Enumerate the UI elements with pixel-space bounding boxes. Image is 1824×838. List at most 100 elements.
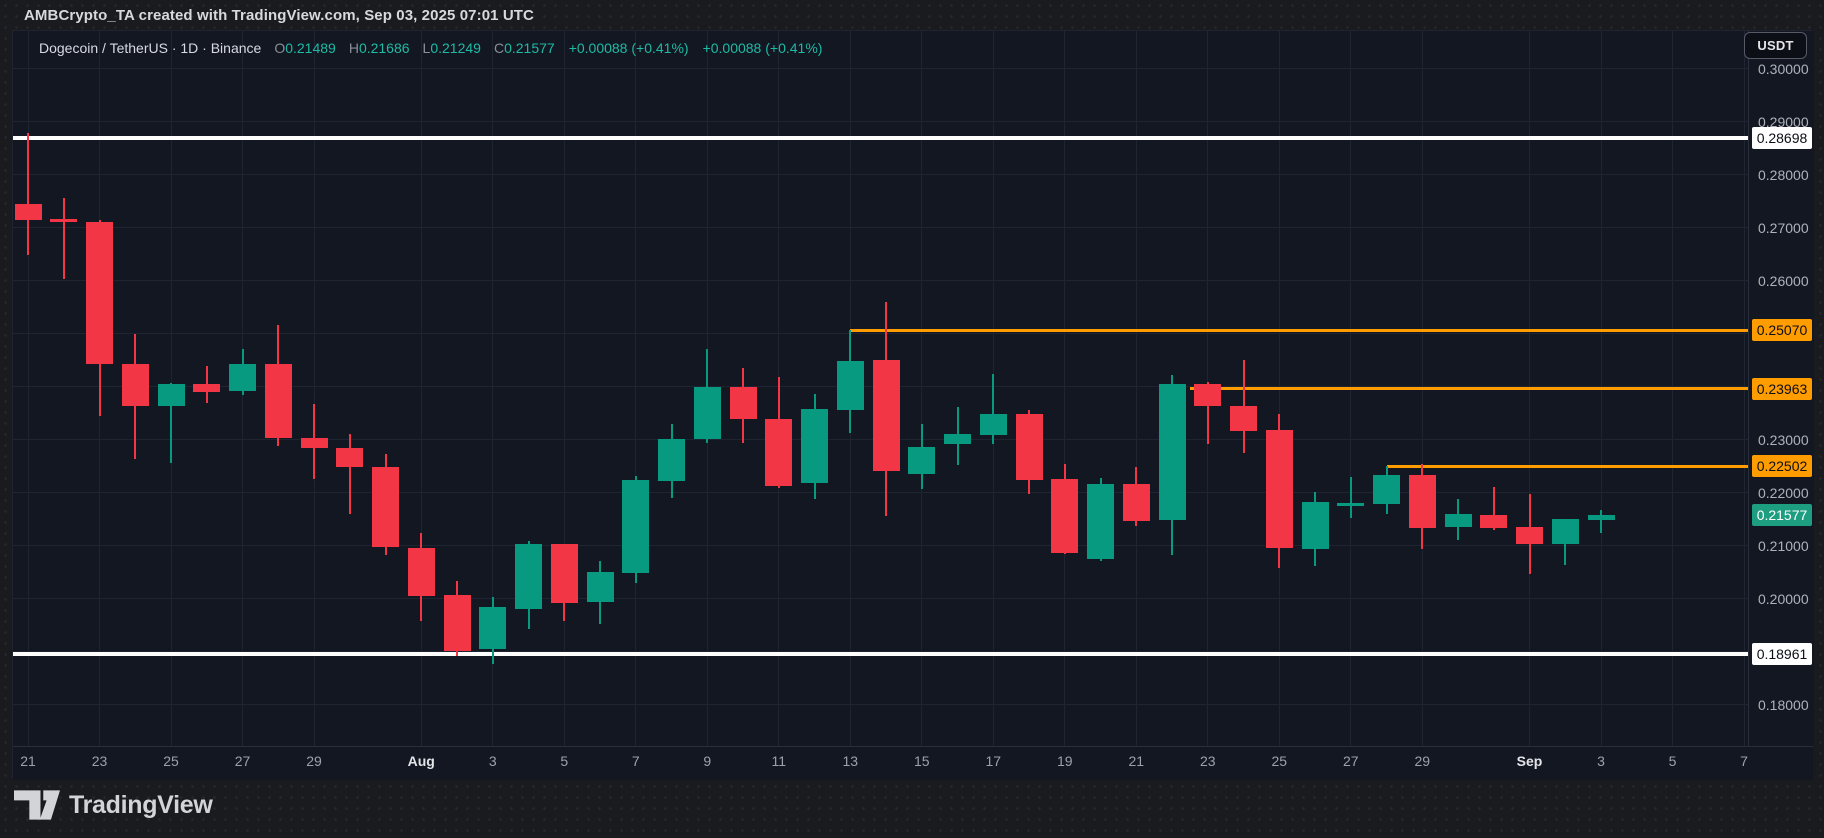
candle-body-up [1373,474,1400,505]
candle-body-up [586,571,614,603]
ohlc-open: O0.21489 [274,40,336,56]
time-axis[interactable]: 21 23 25 27 29 Aug 3 5 7 9 11 13 15 17 19 21 23 25 27 29 Sep… [13,746,1813,780]
time-tick-label: 23 [1199,753,1216,769]
vertical-gridline [421,31,422,746]
candle-body-down [765,418,793,487]
symbol-title[interactable]: Dogecoin / TetherUS · 1D · Binance [39,40,262,56]
resistance-ray-line [1189,387,1748,391]
price-tick-label: 0.29000 [1758,113,1809,130]
ohlc-low: L0.21249 [423,40,481,56]
price-tick-label: 0.21000 [1758,537,1809,554]
horizontal-support-line [13,652,1748,657]
price-tick-label: 0.27000 [1758,219,1809,236]
time-month-label: Sep [1516,753,1543,769]
resistance-ray-line [1386,464,1748,468]
candle-body-up [157,383,185,407]
top-bar: AMBCrypto_TA created with TradingView.co… [0,0,1824,30]
tradingview-logo[interactable]: TradingView [14,788,213,822]
horizontal-gridline [13,545,1748,546]
vertical-gridline [492,31,493,746]
candle-wick-down [27,132,29,256]
candle-body-down [550,543,578,603]
candle-body-down [872,359,900,471]
candle-body-up [1087,483,1114,559]
time-tick-label: 25 [1271,753,1288,769]
candle-wick-up [992,373,995,444]
price-level-badge: 0.23963 [1752,377,1812,400]
candle-body-down [336,447,364,468]
time-month-label: Aug [407,753,435,769]
change-absolute-percent: +0.00088 (+0.41%) [568,40,689,56]
price-level-badge: 0.28698 [1752,127,1812,149]
ohlc-close: C0.21577 [494,40,555,56]
candle-body-up [1551,518,1579,544]
time-tick-label: 27 [1342,753,1359,769]
price-tick-label: 0.30000 [1758,60,1809,77]
candle-body-down [407,548,435,596]
time-tick-label: 29 [1414,753,1431,769]
chart-panel: Dogecoin / TetherUS · 1D · Binance O0.21… [12,30,1814,780]
time-tick-label: 19 [1056,753,1073,769]
price-tick-label: 0.28000 [1758,166,1809,183]
candle-body-up [801,408,828,483]
ohlc-open-label: O [274,40,286,56]
candle-body-down [1122,483,1150,522]
candle-body-down [264,364,292,438]
horizontal-gridline [13,651,1748,652]
candle-wick-down [348,434,351,515]
candle-body-down [443,594,471,651]
vertical-gridline [921,31,922,746]
ohlc-high-label: H [348,40,359,56]
time-tick-label: 27 [234,753,251,769]
ohlc-close-value: 0.21577 [504,40,555,56]
price-level-badge: 0.18961 [1752,643,1812,666]
candle-wick-up [1349,477,1352,518]
horizontal-gridline [13,280,1748,281]
candle-body-up [979,414,1007,436]
time-tick-label: 3 [1597,753,1605,769]
candle-body-up [1337,503,1365,506]
candle-body-down [300,437,328,448]
horizontal-gridline [13,704,1748,705]
horizontal-gridline [13,174,1748,175]
price-tick-label: 0.23000 [1758,431,1809,448]
time-tick-label: 21 [1128,753,1145,769]
time-tick-label: 11 [771,753,787,769]
ohlc-open-value: 0.21489 [285,40,336,56]
candle-wick-down [1492,487,1495,531]
price-tick-label: 0.18000 [1758,696,1809,713]
chart-plot[interactable] [13,31,1748,746]
change-absolute-percent-secondary: +0.00088 (+0.41%) [702,40,823,56]
candle-body-up [229,364,256,392]
candle-body-down [1015,414,1043,480]
time-tick-label: 17 [985,753,1002,769]
horizontal-gridline [13,598,1748,599]
time-tick-label: 7 [631,753,640,769]
candle-body-up [944,434,971,444]
resistance-ray-line [850,328,1748,332]
candle-wick-down [62,197,65,279]
candle-body-up [1444,514,1472,527]
horizontal-gridline [13,492,1748,493]
candle-body-up [658,438,685,481]
candle-wick-down [1206,381,1209,444]
candle-body-down [1194,383,1222,407]
currency-unit-button[interactable]: USDT [1744,32,1807,59]
candle-body-down [1408,474,1436,528]
time-tick-label: 5 [1668,753,1677,769]
time-tick-label: 13 [842,753,859,769]
horizontal-gridline [13,227,1748,228]
price-tick-label: 0.20000 [1758,590,1809,607]
price-axis[interactable]: 0.30000 0.29000 0.28000 0.27000 0.26000 0.230… [1748,31,1814,746]
candle-body-up [908,446,936,474]
time-tick-label: 3 [488,753,497,769]
candle-body-down [1265,429,1293,549]
vertical-gridline [28,31,29,746]
candle-body-down [193,383,221,392]
candle-body-up [1587,515,1615,521]
time-tick-label: 29 [306,753,322,769]
candle-body-down [372,467,399,548]
candle-body-up [622,479,650,573]
vertical-gridline [314,31,315,746]
time-tick-label: 5 [560,753,569,769]
